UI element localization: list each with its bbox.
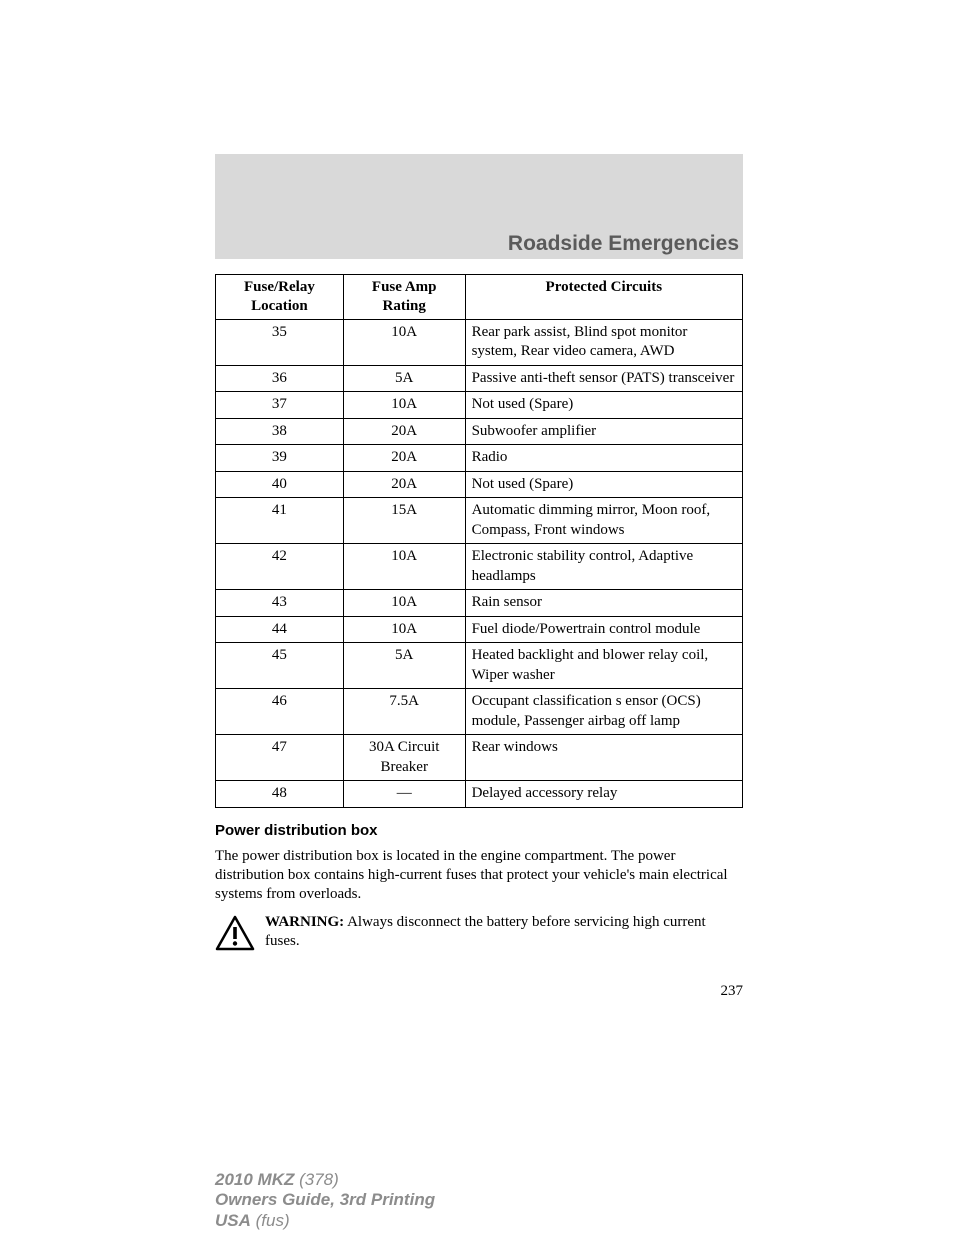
table-row: 455AHeated backlight and blower relay co…: [216, 643, 743, 689]
cell-loc: 36: [216, 365, 344, 392]
cell-circ: Subwoofer amplifier: [465, 418, 742, 445]
section-title: Roadside Emergencies: [215, 232, 743, 256]
cell-amp: 10A: [343, 590, 465, 617]
cell-loc: 48: [216, 781, 344, 808]
col-header-location-l1: Fuse/Relay: [244, 279, 315, 295]
col-header-amp-l2: Rating: [383, 298, 426, 314]
cell-circ: Occupant classification s ensor (OCS) mo…: [465, 689, 742, 735]
cell-loc: 35: [216, 319, 344, 365]
footer-line-2: Owners Guide, 3rd Printing: [215, 1190, 435, 1210]
warning-block: WARNING: Always disconnect the battery b…: [215, 913, 743, 951]
table-row: 467.5AOccupant classification s ensor (O…: [216, 689, 743, 735]
page: Roadside Emergencies Fuse/Relay Location …: [0, 0, 954, 1235]
col-header-location-l2: Location: [251, 298, 308, 314]
fuse-table: Fuse/Relay Location Fuse Amp Rating Protec…: [215, 274, 743, 808]
table-header-row: Fuse/Relay Location Fuse Amp Rating Protec…: [216, 275, 743, 320]
warning-label: WARNING:: [265, 914, 344, 930]
cell-amp: 30A Circuit Breaker: [343, 735, 465, 781]
footer-model: 2010 MKZ: [215, 1170, 294, 1189]
cell-circ: Automatic dimming mirror, Moon roof, Com…: [465, 498, 742, 544]
cell-circ: Delayed accessory relay: [465, 781, 742, 808]
col-header-amp: Fuse Amp Rating: [343, 275, 465, 320]
footer-region-code: (fus): [251, 1211, 290, 1230]
cell-circ: Fuel diode/Powertrain control module: [465, 616, 742, 643]
footer-code: (378): [294, 1170, 338, 1189]
col-header-location: Fuse/Relay Location: [216, 275, 344, 320]
cell-circ: Not used (Spare): [465, 471, 742, 498]
footer-region: USA: [215, 1211, 251, 1230]
cell-amp: 15A: [343, 498, 465, 544]
cell-circ: Radio: [465, 445, 742, 472]
cell-loc: 40: [216, 471, 344, 498]
table-row: 4115AAutomatic dimming mirror, Moon roof…: [216, 498, 743, 544]
col-header-circuits: Protected Circuits: [465, 275, 742, 320]
cell-circ: Rear park assist, Blind spot monitor sys…: [465, 319, 742, 365]
cell-amp: 20A: [343, 471, 465, 498]
cell-loc: 46: [216, 689, 344, 735]
table-row: 3710ANot used (Spare): [216, 392, 743, 419]
col-header-amp-l1: Fuse Amp: [372, 279, 437, 295]
cell-loc: 38: [216, 418, 344, 445]
cell-loc: 39: [216, 445, 344, 472]
cell-amp: 10A: [343, 616, 465, 643]
cell-circ: Not used (Spare): [465, 392, 742, 419]
cell-circ: Rear windows: [465, 735, 742, 781]
table-row: 4410AFuel diode/Powertrain control modul…: [216, 616, 743, 643]
footer: 2010 MKZ (378) Owners Guide, 3rd Printin…: [215, 1170, 435, 1231]
page-number: 237: [215, 983, 743, 1000]
warning-icon: [215, 915, 255, 956]
cell-amp: 7.5A: [343, 689, 465, 735]
table-row: 3510ARear park assist, Blind spot monito…: [216, 319, 743, 365]
cell-loc: 42: [216, 544, 344, 590]
cell-amp: 10A: [343, 319, 465, 365]
table-row: 48—Delayed accessory relay: [216, 781, 743, 808]
power-dist-paragraph: The power distribution box is located in…: [215, 847, 743, 905]
table-row: 4310ARain sensor: [216, 590, 743, 617]
power-dist-subheading: Power distribution box: [215, 822, 378, 839]
table-body: 3510ARear park assist, Blind spot monito…: [216, 319, 743, 807]
table-row: 3920ARadio: [216, 445, 743, 472]
cell-amp: 20A: [343, 418, 465, 445]
cell-loc: 41: [216, 498, 344, 544]
footer-line-1: 2010 MKZ (378): [215, 1170, 435, 1190]
warning-text: WARNING: Always disconnect the battery b…: [265, 913, 743, 951]
cell-loc: 45: [216, 643, 344, 689]
table-row: 4020ANot used (Spare): [216, 471, 743, 498]
cell-circ: Rain sensor: [465, 590, 742, 617]
cell-amp: 10A: [343, 392, 465, 419]
cell-loc: 44: [216, 616, 344, 643]
table-row: 365APassive anti-theft sensor (PATS) tra…: [216, 365, 743, 392]
cell-amp: 5A: [343, 643, 465, 689]
cell-circ: Heated backlight and blower relay coil, …: [465, 643, 742, 689]
footer-line-3: USA (fus): [215, 1211, 435, 1231]
table-row: 3820ASubwoofer amplifier: [216, 418, 743, 445]
cell-circ: Passive anti-theft sensor (PATS) transce…: [465, 365, 742, 392]
footer-guide: Owners Guide, 3rd Printing: [215, 1190, 435, 1209]
cell-loc: 47: [216, 735, 344, 781]
cell-amp: 10A: [343, 544, 465, 590]
cell-loc: 43: [216, 590, 344, 617]
cell-amp: 20A: [343, 445, 465, 472]
cell-amp: —: [343, 781, 465, 808]
cell-loc: 37: [216, 392, 344, 419]
cell-amp: 5A: [343, 365, 465, 392]
table-row: 4730A Circuit BreakerRear windows: [216, 735, 743, 781]
cell-circ: Electronic stability control, Adaptive h…: [465, 544, 742, 590]
table-row: 4210AElectronic stability control, Adapt…: [216, 544, 743, 590]
